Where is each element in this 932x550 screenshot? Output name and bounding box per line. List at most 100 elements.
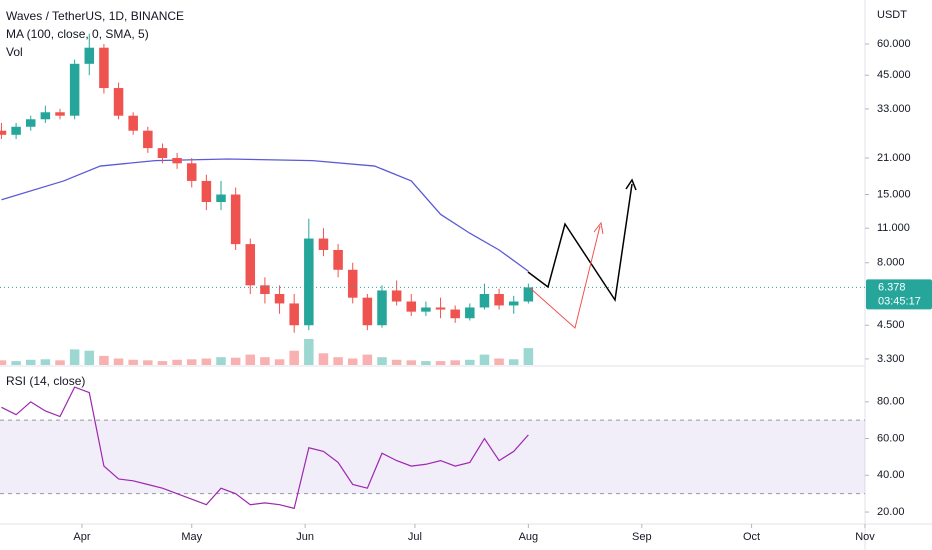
candle-body bbox=[304, 238, 314, 326]
candle-body bbox=[143, 130, 153, 149]
candle-body bbox=[333, 249, 343, 270]
x-tick-label: Sep bbox=[632, 531, 652, 543]
last-price-box bbox=[866, 279, 932, 310]
candle-body bbox=[289, 303, 299, 326]
candle-body bbox=[172, 157, 182, 164]
volume-bar bbox=[55, 360, 65, 365]
chart-title: Waves / TetherUS, 1D, BINANCE bbox=[6, 9, 184, 23]
x-tick-label: Jul bbox=[408, 531, 422, 543]
volume-bar bbox=[260, 357, 270, 365]
legend-entry: MA (100, close, 0, SMA, 5) bbox=[6, 27, 149, 41]
candle-body bbox=[421, 307, 431, 312]
candle-body bbox=[25, 119, 36, 127]
volume-bar bbox=[40, 359, 51, 365]
candle-body bbox=[40, 112, 51, 120]
candle-body bbox=[318, 238, 329, 250]
unit-label: USDT bbox=[877, 9, 907, 21]
candle-body bbox=[274, 294, 285, 304]
volume-bar bbox=[333, 357, 343, 365]
candle-body bbox=[435, 307, 446, 310]
candle-body bbox=[55, 112, 65, 116]
candle-body bbox=[216, 194, 226, 203]
volume-bar bbox=[0, 360, 7, 365]
volume-bar bbox=[450, 360, 460, 365]
volume-bar bbox=[304, 339, 314, 365]
candle-body bbox=[84, 47, 95, 64]
volume-bar bbox=[69, 349, 80, 365]
candle-body bbox=[508, 301, 519, 306]
candle-body bbox=[347, 269, 358, 298]
volume-bar bbox=[230, 357, 241, 365]
arrow-head bbox=[625, 178, 637, 191]
volume-bar bbox=[245, 354, 256, 365]
volume-bar bbox=[99, 355, 109, 365]
volume-bar bbox=[421, 361, 431, 365]
y-tick-label: 45.000 bbox=[877, 69, 911, 81]
candle-body bbox=[99, 47, 109, 89]
y-tick-label: 15.000 bbox=[877, 188, 911, 200]
volume-bar bbox=[347, 358, 358, 365]
legend-entry: RSI (14, close) bbox=[6, 374, 85, 388]
volume-bar bbox=[25, 359, 36, 365]
volume-bar bbox=[318, 353, 329, 365]
candle-body bbox=[465, 307, 475, 319]
y-tick-label: 21.000 bbox=[877, 152, 911, 164]
y-tick-label: 3.300 bbox=[877, 353, 905, 365]
volume-bar bbox=[172, 359, 182, 365]
ma-line bbox=[1, 158, 529, 272]
candle-body bbox=[201, 180, 212, 203]
volume-bar bbox=[84, 350, 95, 365]
y-tick-label: 20.00 bbox=[877, 506, 905, 518]
arrow-head bbox=[593, 221, 604, 235]
volume-bar bbox=[11, 361, 21, 365]
volume-bar bbox=[362, 354, 373, 365]
y-tick-label: 80.00 bbox=[877, 396, 905, 408]
candle-body bbox=[362, 297, 373, 326]
candle-body bbox=[0, 130, 7, 135]
x-tick-label: May bbox=[181, 531, 202, 543]
volume-bar bbox=[113, 358, 124, 365]
volume-bar bbox=[465, 359, 475, 365]
candle-body bbox=[260, 285, 270, 295]
projection-path bbox=[529, 225, 601, 329]
y-tick-label: 60.00 bbox=[877, 432, 905, 444]
volume-bar bbox=[494, 358, 504, 365]
candle-body bbox=[377, 290, 387, 326]
volume-bar bbox=[479, 354, 490, 365]
volume-bar bbox=[201, 358, 212, 365]
x-tick-label: Oct bbox=[743, 531, 760, 543]
volume-bar bbox=[186, 359, 197, 365]
volume-bar bbox=[377, 357, 387, 365]
x-tick-label: Jun bbox=[296, 531, 314, 543]
legend-entry: Vol bbox=[6, 45, 23, 59]
volume-bar bbox=[289, 350, 299, 365]
volume-bar bbox=[391, 359, 402, 365]
x-tick-label: Aug bbox=[519, 531, 539, 543]
candle-body bbox=[230, 194, 241, 245]
volume-bar bbox=[274, 359, 285, 365]
projection-path bbox=[527, 183, 633, 303]
candle-body bbox=[494, 294, 504, 306]
y-tick-label: 4.500 bbox=[877, 319, 905, 331]
volume-bar bbox=[216, 357, 226, 365]
volume-bar bbox=[143, 360, 153, 365]
volume-bar bbox=[523, 348, 534, 365]
candle-body bbox=[11, 126, 21, 135]
y-tick-label: 60.000 bbox=[877, 38, 911, 50]
volume-bar bbox=[508, 359, 519, 365]
last-price-label: 6.378 bbox=[878, 281, 906, 293]
candle-body bbox=[391, 290, 402, 302]
candle-body bbox=[69, 63, 80, 116]
rsi-line bbox=[1, 386, 529, 510]
volume-bar bbox=[157, 361, 168, 365]
volume-bar bbox=[128, 359, 138, 365]
volume-bar bbox=[435, 361, 446, 365]
candle-body bbox=[450, 309, 460, 319]
candle-body bbox=[186, 163, 197, 181]
candle-body bbox=[157, 148, 168, 158]
y-tick-label: 11.000 bbox=[877, 222, 910, 234]
x-tick-label: Nov bbox=[855, 531, 875, 543]
y-tick-label: 33.000 bbox=[877, 103, 911, 115]
